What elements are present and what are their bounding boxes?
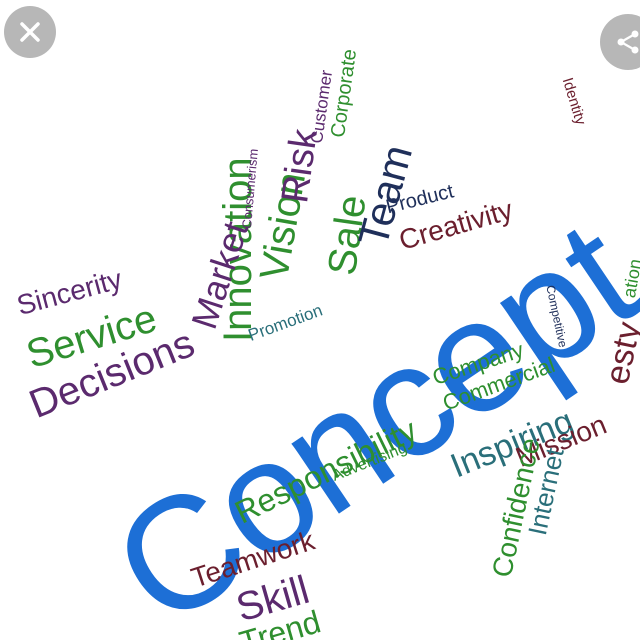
word-corporate: Corporate [327,47,362,139]
share-button[interactable] [600,14,640,70]
word-motivation-partial: ation [619,257,640,300]
word-identity: Identity [558,75,590,127]
close-icon [20,22,40,42]
share-icon [617,30,639,54]
close-button[interactable] [4,6,56,58]
